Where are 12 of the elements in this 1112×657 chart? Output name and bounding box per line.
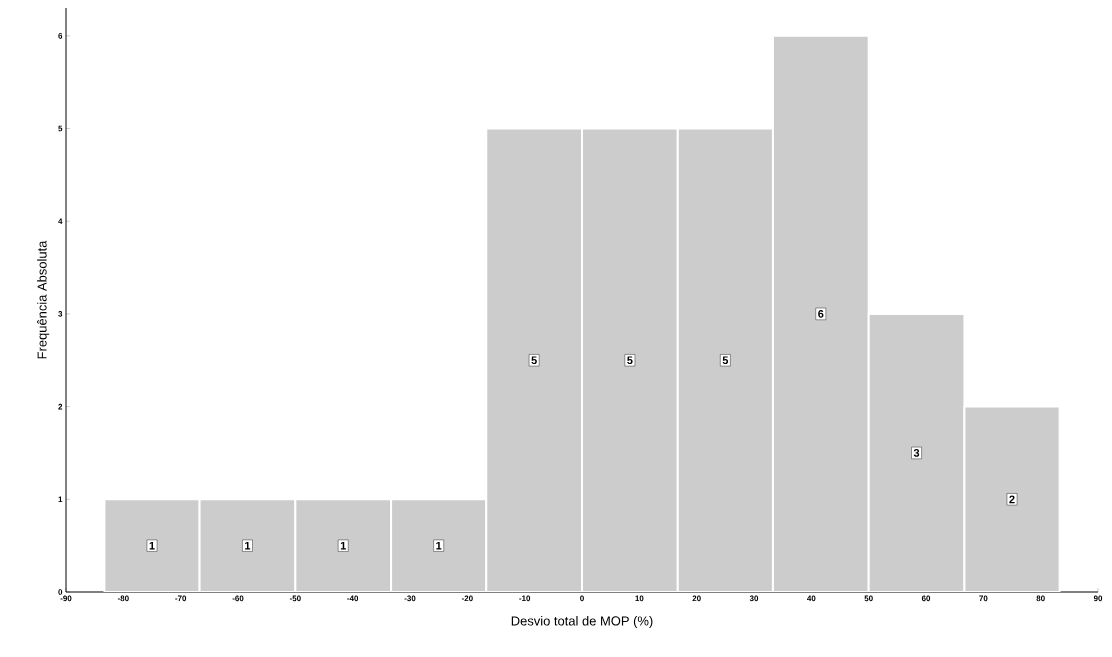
data-label: 1 — [245, 541, 251, 550]
data-label: 2 — [1009, 495, 1015, 504]
x-axis-title: Desvio total de MOP (%) — [511, 616, 653, 629]
data-label: 1 — [149, 541, 155, 550]
data-label: 1 — [340, 541, 346, 550]
y-axis-title: Frequência Absoluta — [37, 240, 50, 359]
data-label: 5 — [627, 356, 633, 365]
data-label: 3 — [913, 449, 920, 457]
data-label: 5 — [531, 356, 537, 365]
data-label: 6 — [818, 310, 824, 318]
data-label: 1 — [436, 541, 442, 550]
data-label: 5 — [722, 356, 729, 365]
